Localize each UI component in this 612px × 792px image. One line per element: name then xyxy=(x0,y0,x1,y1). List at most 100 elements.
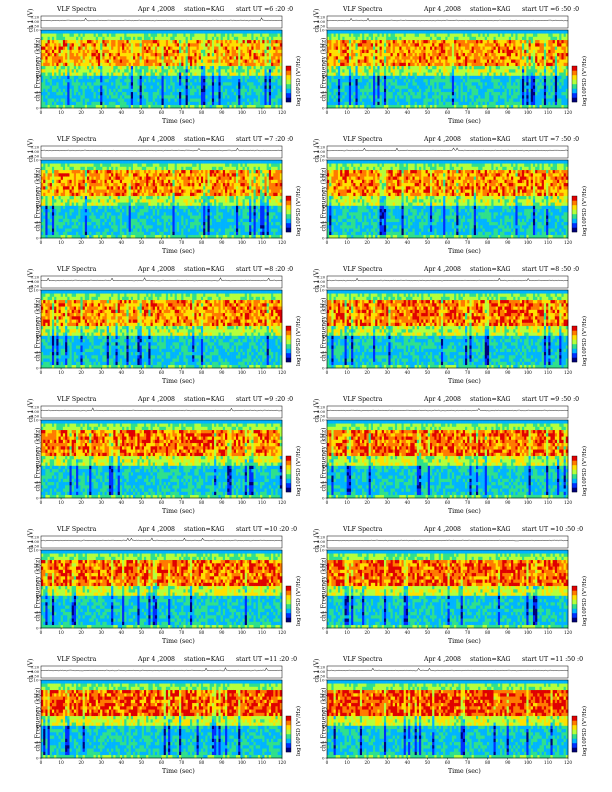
spectrogram-cell xyxy=(65,72,68,76)
spectrogram-cell xyxy=(346,91,350,96)
spectrogram-cell xyxy=(427,52,431,57)
spectrogram-cell xyxy=(399,39,402,44)
spectrogram-cell xyxy=(362,65,365,70)
spectrogram-cell xyxy=(255,72,259,76)
spectrogram-cell xyxy=(331,33,334,37)
spectrogram-cell xyxy=(106,49,110,54)
spectrogram-cell xyxy=(170,30,173,34)
spectrogram-cell xyxy=(482,101,486,106)
spectrogram-cell xyxy=(170,72,173,76)
spectrogram-cell xyxy=(56,78,59,83)
spectrogram-cell xyxy=(196,69,200,73)
spectrogram-cell xyxy=(427,65,431,70)
spectrogram-cell xyxy=(475,39,479,44)
spectrogram-cell xyxy=(56,52,59,57)
spectrogram-cell xyxy=(106,30,110,34)
spectrogram-cell xyxy=(331,43,334,47)
panel-date: Apr 4 ,2008 xyxy=(138,5,175,14)
spectrogram-cell xyxy=(203,104,206,109)
spectrogram-cell xyxy=(432,43,435,47)
spectrogram-cell xyxy=(209,75,213,80)
spectrogram-cell xyxy=(506,33,510,37)
spectrogram-cell xyxy=(273,56,276,60)
spectrogram-cell xyxy=(170,33,173,37)
spectrogram-cell xyxy=(133,91,136,96)
spectrogram-cell xyxy=(364,82,367,86)
spectrogram-cell xyxy=(73,72,77,76)
spectrogram-cell xyxy=(159,36,162,41)
spectrogram-cell xyxy=(524,95,527,99)
spectrogram-cell xyxy=(449,91,453,96)
spectrogram-cell xyxy=(353,43,356,47)
spectrogram-cell xyxy=(268,101,272,106)
spectrogram-cell xyxy=(200,72,204,76)
spectrogram-cell xyxy=(47,75,51,80)
spectrogram-cell xyxy=(130,46,134,50)
spectrogram-cell xyxy=(416,69,420,73)
spectrogram-cell xyxy=(58,82,62,86)
spectrogram-cell xyxy=(117,43,121,47)
spectrogram-cell xyxy=(467,56,470,60)
spectrogram-cell xyxy=(163,65,167,70)
spectrogram-cell xyxy=(473,46,477,50)
spectrogram-cell xyxy=(78,36,81,41)
spectrogram-cell xyxy=(133,104,136,109)
spectrogram-cell xyxy=(238,56,241,60)
spectrogram-cell xyxy=(170,59,173,63)
spectrogram-cell xyxy=(353,59,356,63)
spectrogram-cell xyxy=(357,49,361,54)
spectrogram-cell xyxy=(262,75,265,80)
spectrogram-cell xyxy=(489,39,492,44)
spectrogram-cell xyxy=(264,65,267,70)
spectrogram-cell xyxy=(383,104,387,109)
spectrogram-cell xyxy=(157,43,160,47)
spectrogram-cell xyxy=(137,43,140,47)
spectrogram-cell xyxy=(327,62,330,67)
spectrogram-cell xyxy=(45,101,48,106)
spectrogram-cell xyxy=(56,30,59,34)
spectrogram-cell xyxy=(93,75,97,80)
spectrogram-cell xyxy=(447,98,450,102)
spectrogram-cell xyxy=(211,43,215,47)
spectrogram-cell xyxy=(335,56,339,60)
spectrogram-cell xyxy=(257,46,261,50)
spectrogram-cell xyxy=(458,30,461,34)
spectrogram-cell xyxy=(271,52,274,57)
spectrogram-cell xyxy=(238,39,241,44)
spectrogram-cell xyxy=(469,49,472,54)
spectrogram-cell xyxy=(519,91,523,96)
spectrogram-cell xyxy=(392,39,396,44)
spectrogram-cell xyxy=(211,91,215,96)
spectrogram-cell xyxy=(78,78,81,83)
spectrogram-cell xyxy=(150,72,154,76)
spectrogram-cell xyxy=(368,82,372,86)
spectrogram-cell xyxy=(421,104,424,109)
spectrogram-cell xyxy=(438,95,442,99)
spectrogram-cell xyxy=(443,30,446,34)
spectrogram-cell xyxy=(353,56,356,60)
spectrogram-cell xyxy=(240,49,243,54)
spectrogram-cell xyxy=(41,85,44,89)
spectrogram-cell xyxy=(126,52,129,57)
spectrogram-cell xyxy=(471,104,475,109)
spectrogram-cell xyxy=(447,52,450,57)
spectrogram-cell xyxy=(377,91,380,96)
spectrogram-cell xyxy=(183,30,186,34)
spectrogram-cell xyxy=(78,91,81,96)
spectrogram-cell xyxy=(486,30,490,34)
spectrogram-cell xyxy=(179,39,182,44)
spectrogram-cell xyxy=(78,101,81,106)
spectrogram-cell xyxy=(447,82,450,86)
spectrogram-cell xyxy=(246,104,250,109)
spectrogram-cell xyxy=(368,49,372,54)
spectrogram-cell xyxy=(530,69,534,73)
spectrogram-cell xyxy=(126,85,129,89)
spectrogram-cell xyxy=(97,72,101,76)
spectrogram-cell xyxy=(82,104,86,109)
spectrogram-cell xyxy=(375,75,378,80)
spectrogram-cell xyxy=(381,91,385,96)
spectrogram-cell xyxy=(383,69,387,73)
spectrogram-cell xyxy=(115,95,118,99)
spectrogram-cell xyxy=(329,46,332,50)
spectrogram-cell xyxy=(335,104,339,109)
